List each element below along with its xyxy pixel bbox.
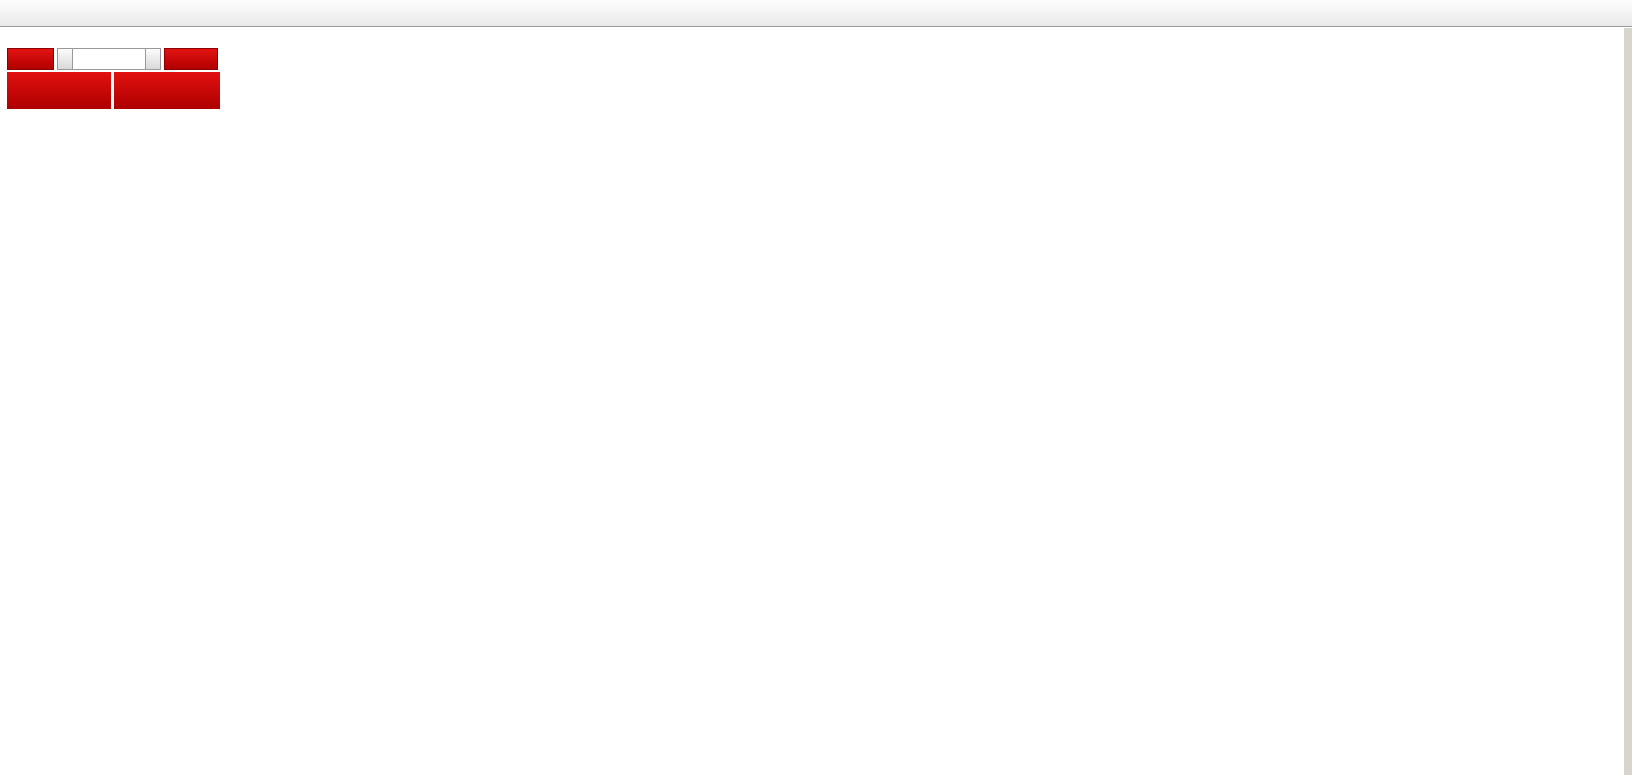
volume-increase-button[interactable] [145, 48, 161, 70]
volume-input[interactable] [73, 48, 145, 70]
buy-price[interactable] [114, 72, 220, 109]
trade-panel-prices [7, 72, 220, 109]
toolbar [0, 0, 1632, 27]
chart-plot[interactable] [0, 28, 1632, 775]
trade-panel-controls [7, 48, 220, 70]
buy-button[interactable] [164, 48, 218, 70]
volume-decrease-button[interactable] [57, 48, 73, 70]
one-click-trading-panel [7, 48, 220, 109]
sell-button[interactable] [7, 48, 54, 70]
window-edge [1624, 28, 1632, 775]
sell-price[interactable] [7, 72, 111, 109]
